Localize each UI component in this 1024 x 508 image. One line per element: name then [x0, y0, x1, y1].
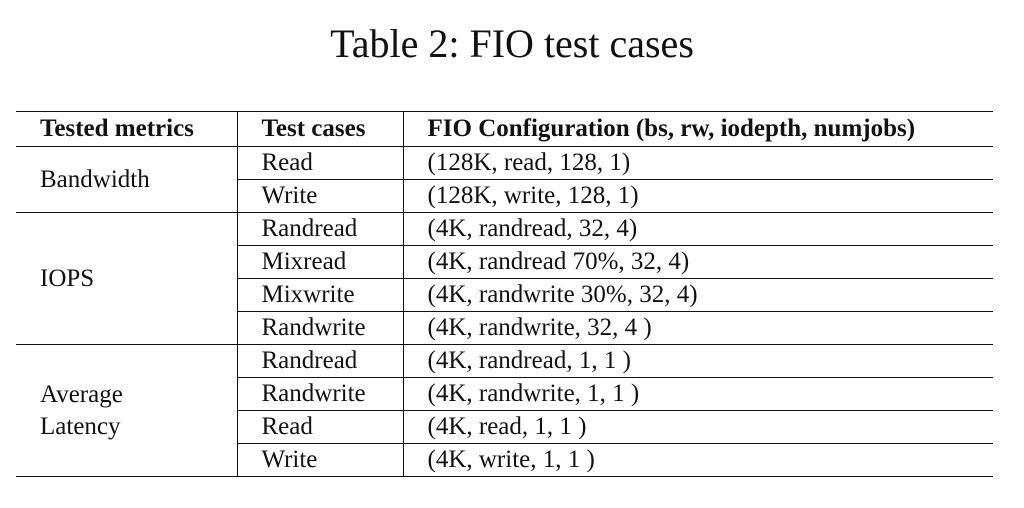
header-row: Tested metrics Test cases FIO Configurat…	[16, 111, 993, 147]
metric-group: IOPS Randread (4K, randread, 32, 4) Mixread…	[16, 212, 993, 345]
table-row: Write (4K, write, 1, 1 )	[16, 443, 993, 477]
tested-metric-cell: Bandwidth	[16, 147, 237, 213]
fio-test-cases-table: Tested metrics Test cases FIO Configurat…	[16, 111, 993, 477]
table-row: Mixread (4K, randread 70%, 32, 4)	[16, 245, 993, 279]
header-test-cases: Test cases	[236, 111, 403, 147]
fio-config-cell: (4K, randwrite, 32, 4 )	[402, 311, 993, 345]
metric-group: Bandwidth Read (128K, read, 128, 1) Write (1…	[16, 146, 993, 213]
tested-metric-label: Bandwidth	[40, 165, 150, 193]
test-case-cell: Mixwrite	[236, 278, 403, 312]
fio-config-cell: (4K, randread, 1, 1 )	[402, 344, 993, 378]
fio-config-cell: (128K, write, 128, 1)	[402, 179, 993, 213]
test-case-cell: Read	[236, 146, 403, 180]
table-header: Tested metrics Test cases FIO Configurat…	[16, 111, 993, 147]
test-case-cell: Read	[236, 410, 403, 444]
test-case-cell: Write	[236, 443, 403, 477]
test-case-cell: Mixread	[236, 245, 403, 279]
fio-config-cell: (4K, write, 1, 1 )	[402, 443, 993, 477]
header-tested-metrics: Tested metrics	[40, 115, 194, 142]
fio-config-cell: (4K, randwrite 30%, 32, 4)	[402, 278, 993, 312]
fio-config-cell: (4K, read, 1, 1 )	[402, 410, 993, 444]
header-fio-configuration: FIO Configuration (bs, rw, iodepth, numj…	[402, 111, 993, 147]
test-case-cell: Randwrite	[236, 311, 403, 345]
table-caption: Table 2: FIO test cases	[330, 21, 694, 66]
test-case-cell: Randwrite	[236, 377, 403, 411]
test-case-cell: Randread	[236, 344, 403, 378]
fio-config-cell: (128K, read, 128, 1)	[402, 146, 993, 180]
fio-config-cell: (4K, randread, 32, 4)	[402, 212, 993, 246]
table-row: Average Latency Randread (4K, randread, 1, …	[16, 344, 993, 440]
table-row: Read (4K, read, 1, 1 )	[16, 410, 993, 444]
table-row: Mixwrite (4K, randwrite 30%, 32, 4)	[16, 278, 993, 312]
metric-group: Average Latency Randread (4K, randread, 1, …	[16, 344, 993, 477]
tested-metric-label: Average	[40, 380, 123, 408]
test-case-cell: Write	[236, 179, 403, 213]
tested-metric-cell: Average Latency	[16, 345, 237, 477]
table-row: Randwrite (4K, randwrite, 32, 4 )	[16, 311, 993, 345]
table-row: Bandwidth Read (128K, read, 128, 1)	[16, 146, 993, 193]
tested-metric-cell: IOPS	[16, 213, 237, 345]
fio-config-cell: (4K, randwrite, 1, 1 )	[402, 377, 993, 411]
table-row: Randwrite (4K, randwrite, 1, 1 )	[16, 377, 993, 411]
table-row: IOPS Randread (4K, randread, 32, 4)	[16, 212, 993, 292]
fio-config-cell: (4K, randread 70%, 32, 4)	[402, 245, 993, 279]
tested-metric-label: IOPS	[40, 264, 95, 292]
tested-metric-label: Latency	[40, 412, 121, 440]
table-row: Write (128K, write, 128, 1)	[16, 179, 993, 213]
test-case-cell: Randread	[236, 212, 403, 246]
